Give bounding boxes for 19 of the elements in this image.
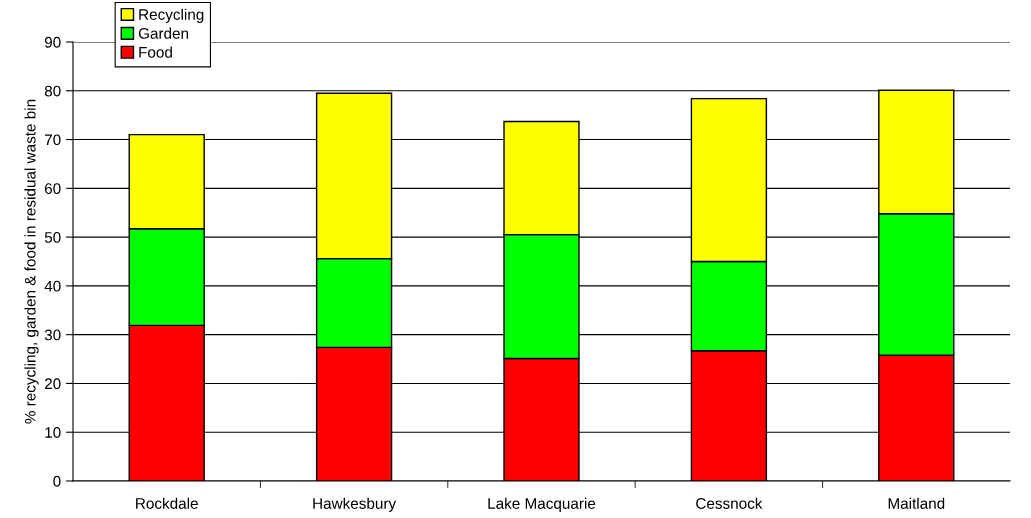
- legend-label: Food: [139, 46, 172, 58]
- y-tick-label: 0: [53, 475, 61, 487]
- legend-label: Recycling: [139, 8, 204, 23]
- x-tick-label: Lake Macquarie: [488, 497, 596, 512]
- y-axis-title: % recycling, garden & food in residual waste bin: [24, 99, 39, 424]
- y-tick-label: 50: [44, 231, 61, 243]
- y-tick-label: 20: [44, 378, 61, 390]
- y-tick-label: 40: [44, 280, 61, 292]
- y-tick-label: 10: [45, 427, 61, 438]
- x-tick-label: Maitland: [888, 497, 945, 509]
- y-tick-label: 90: [44, 36, 61, 48]
- x-tick-label: Hawkesbury: [313, 497, 397, 512]
- y-tick-label: 70: [44, 134, 61, 146]
- legend-label: Garden: [138, 27, 189, 39]
- y-tick-label: 60: [44, 183, 61, 195]
- x-tick-label: Cessnock: [696, 497, 763, 509]
- y-tick-label: 30: [44, 329, 61, 341]
- x-tick-label: Rockdale: [136, 497, 198, 509]
- y-tick-label: 80: [44, 85, 61, 97]
